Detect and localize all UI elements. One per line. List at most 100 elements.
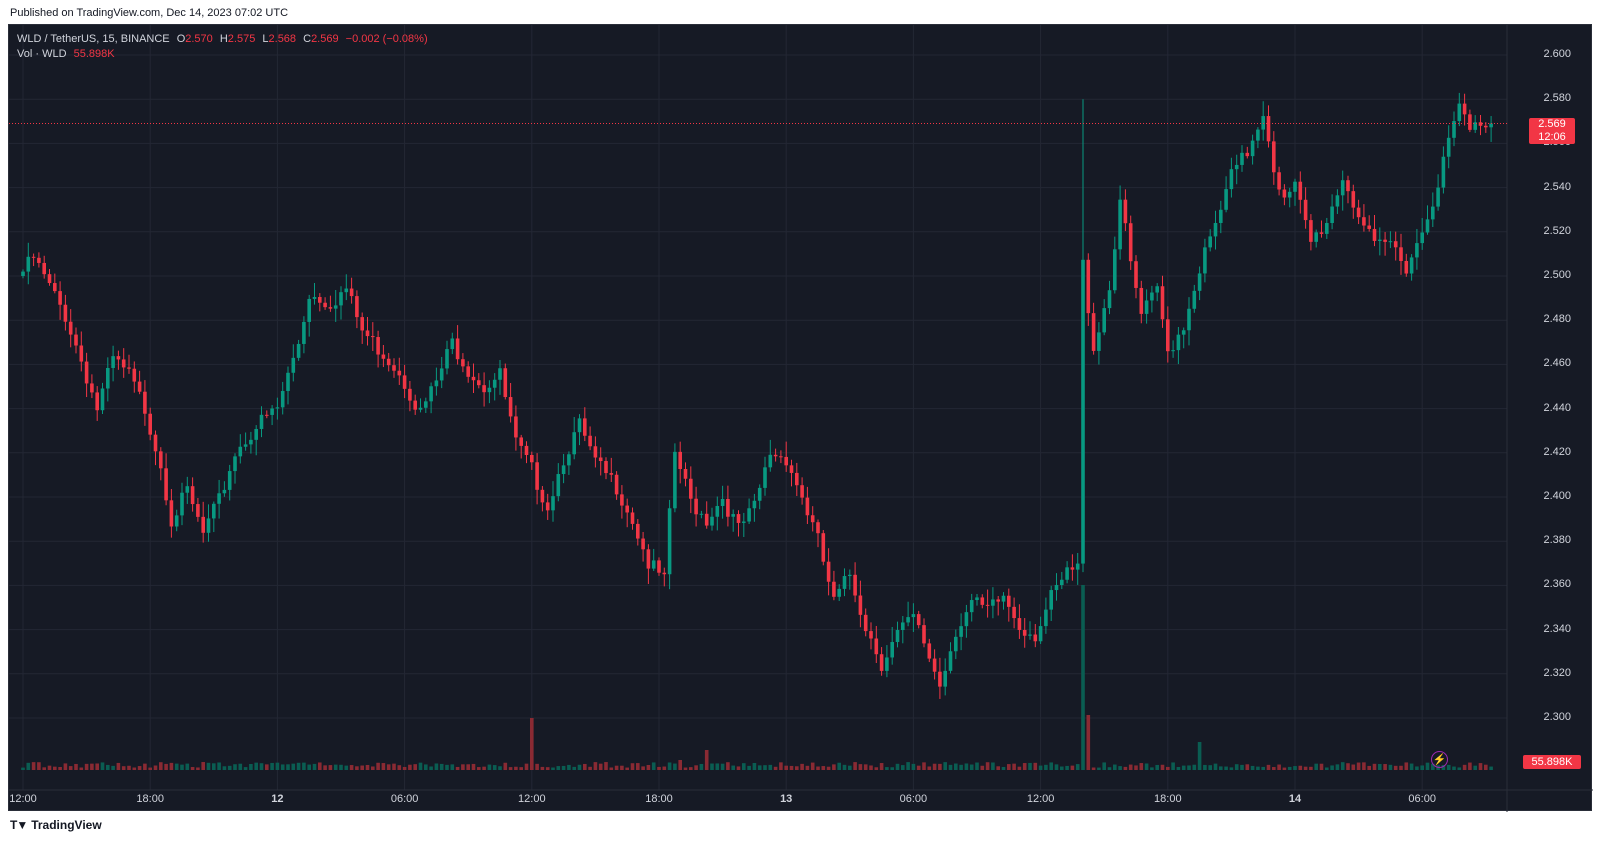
volume-bar: [789, 765, 794, 770]
candle-body: [68, 321, 73, 335]
candle-body: [1086, 259, 1091, 314]
candle-body: [858, 595, 863, 615]
volume-bar: [752, 763, 757, 770]
volume-bar: [636, 763, 640, 770]
volume-bar: [121, 766, 126, 770]
volume-bar: [397, 765, 402, 770]
candle-body: [954, 636, 958, 652]
symbol-label[interactable]: WLD / TetherUS, 15, BINANCE: [17, 33, 170, 45]
candle-body: [1054, 585, 1059, 591]
candlestick-chart[interactable]: [9, 25, 1593, 812]
volume-bar: [1372, 763, 1377, 770]
volume-bar: [1383, 764, 1387, 770]
volume-bar: [365, 764, 370, 770]
volume-bar: [439, 763, 444, 770]
volume-bar: [1160, 764, 1165, 770]
volume-bar: [1155, 764, 1159, 770]
candle-body: [137, 381, 142, 392]
volume-bar: [90, 763, 94, 770]
candle-body: [121, 359, 126, 368]
volume-bar: [196, 767, 200, 770]
volume-bar: [832, 764, 836, 770]
candle-body: [1446, 137, 1451, 157]
candle-body: [922, 625, 926, 644]
volume-bar: [1250, 765, 1255, 770]
candle-body: [1001, 595, 1006, 602]
lightning-icon[interactable]: ⚡: [1431, 751, 1448, 768]
volume-bar: [1044, 764, 1048, 770]
candle-body: [736, 514, 741, 523]
volume-label[interactable]: Vol · WLD: [17, 48, 67, 60]
volume-bar: [450, 764, 455, 770]
candle-body: [201, 516, 205, 533]
candle-body: [779, 456, 783, 458]
volume-bar: [1489, 766, 1493, 770]
volume-bar: [307, 764, 311, 770]
candle-body: [482, 385, 486, 393]
candle-body: [964, 612, 969, 627]
volume-bar: [53, 766, 57, 770]
volume-bar: [26, 762, 31, 770]
volume-bar: [1266, 764, 1271, 770]
candle-body: [227, 471, 232, 490]
candle-body: [1484, 125, 1488, 128]
tradingview-logo[interactable]: T▼ TradingView: [10, 818, 102, 832]
volume-bar: [614, 765, 619, 770]
volume-bar: [874, 767, 879, 770]
volume-bar: [68, 766, 73, 770]
volume-bar: [42, 767, 46, 770]
volume-bar: [1086, 715, 1091, 770]
volume-bar: [270, 762, 274, 770]
candle-body: [1340, 180, 1345, 196]
volume-bar: [355, 766, 359, 770]
price-tick-label: 2.320: [1543, 666, 1571, 679]
volume-bar: [1425, 762, 1430, 770]
candle-body: [1431, 206, 1435, 220]
volume-bar: [344, 765, 349, 770]
candle-body: [678, 451, 682, 469]
volume-bar: [233, 764, 237, 770]
candle-body: [1187, 308, 1191, 331]
candle-body: [673, 451, 677, 509]
volume-bar: [694, 765, 698, 770]
change-value: −0.002 (−0.08%): [345, 33, 428, 45]
candle-body: [1102, 308, 1106, 333]
candle-body: [551, 496, 555, 511]
candle-body: [895, 630, 900, 643]
candle-body: [1309, 220, 1313, 242]
candle-body: [853, 574, 857, 596]
candle-body: [1404, 260, 1409, 274]
candle-body: [577, 418, 582, 433]
volume-bar: [413, 764, 417, 770]
volume-bar: [1113, 764, 1117, 770]
chart-frame[interactable]: WLD / TetherUS, 15, BINANCE O2.570 H2.57…: [8, 24, 1593, 812]
candle-body: [328, 307, 333, 309]
time-tick-label: 06:00: [1408, 793, 1436, 805]
volume-bar: [726, 762, 730, 770]
candle-body: [31, 256, 36, 258]
volume-bar: [1346, 763, 1350, 770]
volume-bar: [747, 765, 751, 770]
volume-bar: [991, 762, 995, 770]
candle-body: [466, 366, 470, 377]
candle-body: [1197, 273, 1202, 291]
candle-body: [911, 614, 916, 618]
candle-body: [153, 434, 158, 452]
candle-body: [190, 486, 195, 505]
candle-body: [450, 338, 455, 350]
time-tick-label: 18:00: [645, 793, 673, 805]
price-tick-label: 2.380: [1543, 534, 1571, 547]
candle-body: [1256, 129, 1260, 141]
ohlc-row: WLD / TetherUS, 15, BINANCE O2.570 H2.57…: [17, 32, 428, 47]
price-axis[interactable]: 2.6002.5802.5602.5402.5202.5002.4802.460…: [1507, 25, 1593, 790]
candle-body: [63, 304, 68, 322]
candle-body: [418, 407, 423, 410]
candle-body: [47, 274, 52, 284]
candle-body: [148, 413, 152, 435]
candle-body: [386, 358, 391, 366]
candle-body: [916, 614, 921, 626]
volume-bar: [598, 763, 603, 770]
candle-body: [212, 503, 216, 519]
candle-body: [1118, 199, 1122, 250]
volume-bar: [657, 766, 661, 770]
